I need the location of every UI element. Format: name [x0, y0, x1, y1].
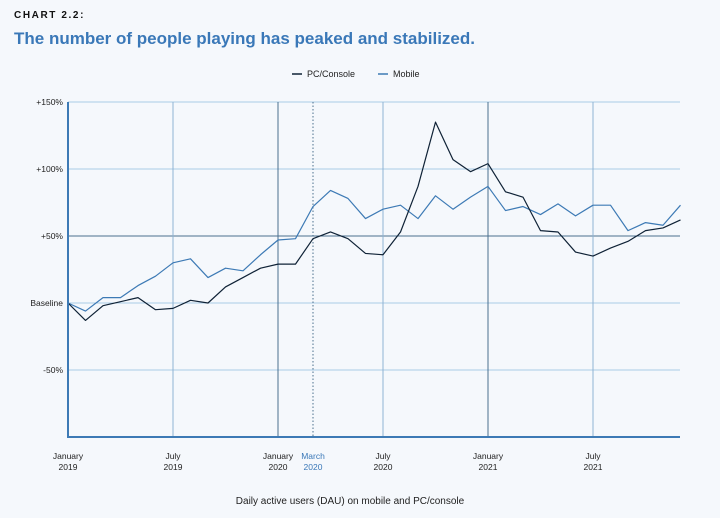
x-tick-label: July 2021 — [584, 451, 603, 472]
chart-title: The number of people playing has peaked … — [14, 29, 475, 48]
x-tick-label: July 2020 — [374, 451, 393, 472]
legend: PC/Console Mobile — [292, 69, 420, 79]
x-tick-label: January 2019 — [53, 451, 84, 472]
y-tick-label: +100% — [36, 164, 63, 174]
y-tick-label: +150% — [36, 97, 63, 107]
x-axis-title: Daily active users (DAU) on mobile and P… — [236, 496, 465, 507]
x-tick-label: January 2021 — [473, 451, 504, 472]
chart-label: CHART 2.2: — [14, 10, 86, 21]
series-line-pc-console — [67, 121, 681, 322]
y-tick-label: Baseline — [30, 298, 63, 308]
x-tick-label: July 2019 — [164, 451, 183, 472]
series-line-mobile — [67, 185, 681, 312]
y-tick-label: -50% — [43, 365, 63, 375]
legend-label-mobile: Mobile — [393, 69, 420, 79]
y-tick-label: +50% — [41, 231, 63, 241]
x-tick-label: March 2020 — [301, 451, 325, 472]
legend-label-pc-console: PC/Console — [307, 69, 355, 79]
x-tick-label: January 2020 — [263, 451, 294, 472]
